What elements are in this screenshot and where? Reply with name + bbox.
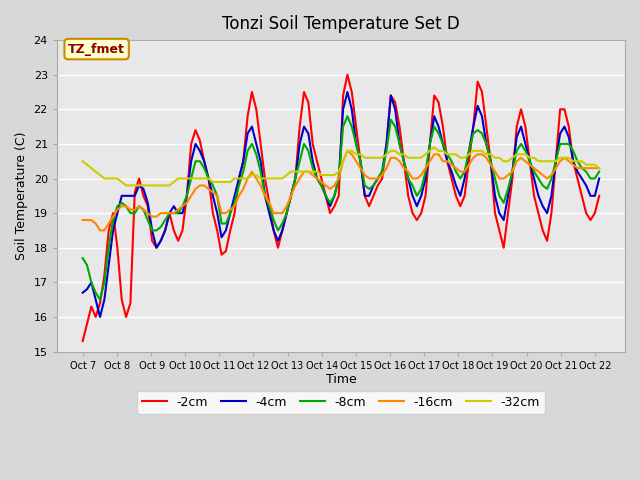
-2cm <box>582 210 590 216</box>
-16cm <box>595 165 603 171</box>
-4cm <box>222 228 230 233</box>
-32cm <box>444 151 451 157</box>
-32cm <box>191 176 199 181</box>
Line: -2cm: -2cm <box>83 75 599 341</box>
-16cm <box>96 228 104 233</box>
-8cm <box>222 221 230 227</box>
Y-axis label: Soil Temperature (C): Soil Temperature (C) <box>15 132 28 260</box>
-2cm <box>188 141 195 147</box>
-16cm <box>444 158 451 164</box>
-16cm <box>344 148 351 154</box>
-32cm <box>79 158 86 164</box>
-16cm <box>222 210 230 216</box>
Line: -16cm: -16cm <box>83 151 599 230</box>
-16cm <box>374 176 381 181</box>
-4cm <box>344 89 351 95</box>
-8cm <box>595 169 603 175</box>
-4cm <box>79 290 86 296</box>
-8cm <box>587 176 595 181</box>
-2cm <box>491 210 499 216</box>
X-axis label: Time: Time <box>326 373 356 386</box>
Title: Tonzi Soil Temperature Set D: Tonzi Soil Temperature Set D <box>222 15 460 33</box>
-2cm <box>439 124 447 130</box>
-8cm <box>191 158 199 164</box>
-8cm <box>495 193 503 199</box>
Line: -32cm: -32cm <box>83 147 599 185</box>
-32cm <box>430 144 438 150</box>
-2cm <box>218 252 225 258</box>
-8cm <box>444 151 451 157</box>
Line: -4cm: -4cm <box>83 92 599 317</box>
-4cm <box>595 176 603 181</box>
Legend: -2cm, -4cm, -8cm, -16cm, -32cm: -2cm, -4cm, -8cm, -16cm, -32cm <box>137 391 545 414</box>
-32cm <box>587 162 595 168</box>
-4cm <box>495 210 503 216</box>
-8cm <box>374 176 381 181</box>
-16cm <box>191 186 199 192</box>
-16cm <box>495 176 503 181</box>
-32cm <box>495 155 503 161</box>
-32cm <box>122 182 130 188</box>
-16cm <box>587 165 595 171</box>
-2cm <box>79 338 86 344</box>
Text: TZ_fmet: TZ_fmet <box>68 43 125 56</box>
-4cm <box>587 193 595 199</box>
-8cm <box>344 113 351 119</box>
-32cm <box>595 165 603 171</box>
-2cm <box>344 72 351 78</box>
-4cm <box>444 158 451 164</box>
-2cm <box>370 193 378 199</box>
-4cm <box>374 176 381 181</box>
-2cm <box>595 193 603 199</box>
-16cm <box>79 217 86 223</box>
-32cm <box>370 155 378 161</box>
-8cm <box>96 297 104 302</box>
-32cm <box>222 179 230 185</box>
-4cm <box>191 141 199 147</box>
-4cm <box>96 314 104 320</box>
-8cm <box>79 255 86 261</box>
Line: -8cm: -8cm <box>83 116 599 300</box>
